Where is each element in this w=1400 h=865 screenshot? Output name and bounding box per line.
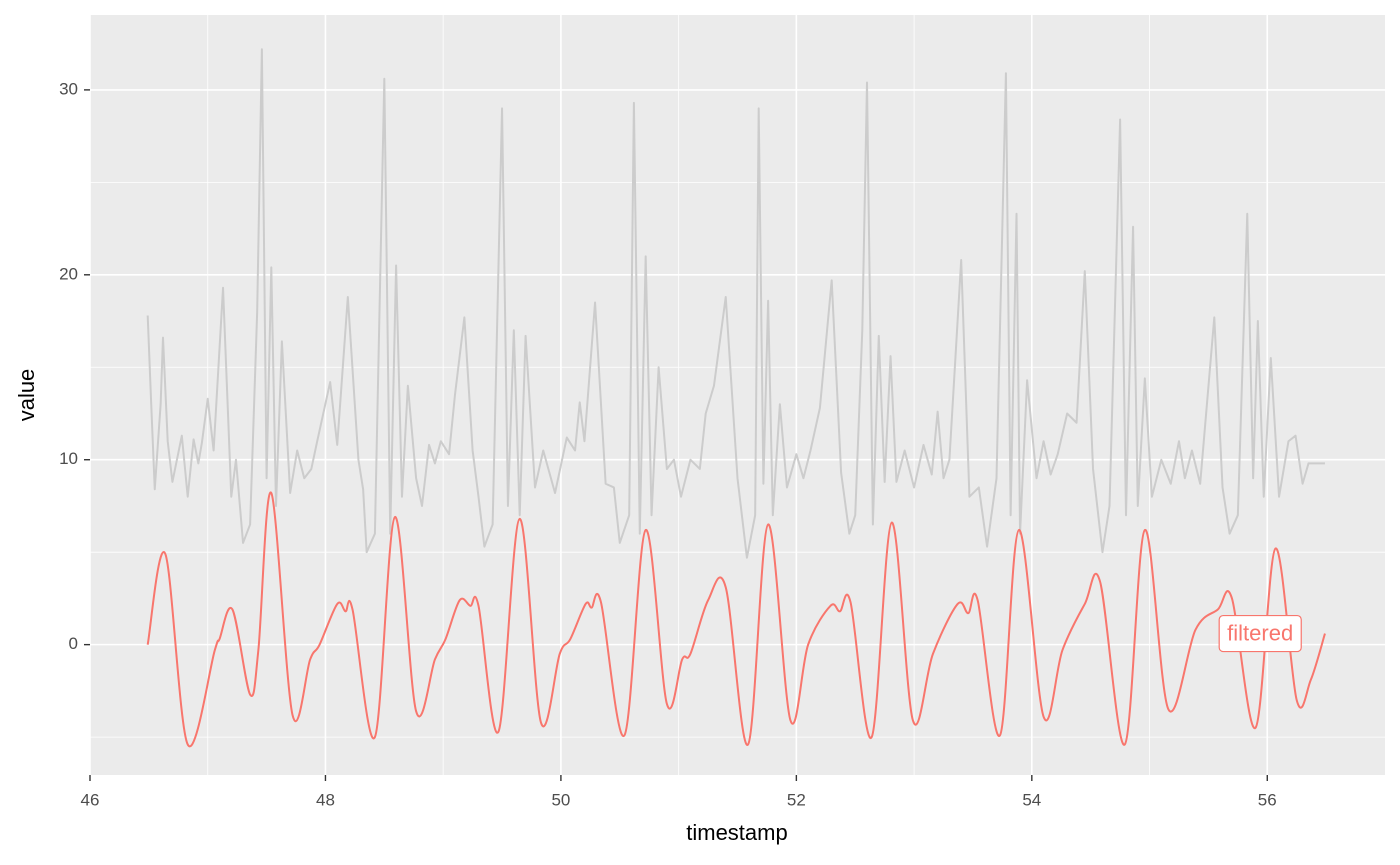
x-axis-title: timestamp — [686, 820, 787, 845]
x-tick-label: 54 — [1022, 790, 1041, 809]
x-tick-label: 56 — [1258, 790, 1277, 809]
series-label-box — [1218, 614, 1302, 653]
y-tick-label: 30 — [59, 79, 78, 98]
y-axis-title: value — [14, 369, 39, 422]
grid — [89, 15, 1385, 775]
raw-line — [146, 48, 1325, 559]
series-line — [146, 491, 1326, 748]
y-tick-label: 0 — [69, 634, 78, 653]
x-tick-label: 46 — [81, 790, 100, 809]
y-tick-label: 10 — [59, 449, 78, 468]
lines: filtered — [146, 48, 1326, 748]
y-tick-label: 20 — [59, 264, 78, 283]
axes: 46 48 50 52 54 56 0 10 20 30 — [59, 79, 1277, 809]
series-label: filtered — [1227, 620, 1293, 645]
panel — [90, 15, 1385, 775]
x-tick-label: 52 — [787, 790, 806, 809]
x-tick-label: 50 — [551, 790, 570, 809]
x-tick-label: 48 — [316, 790, 335, 809]
